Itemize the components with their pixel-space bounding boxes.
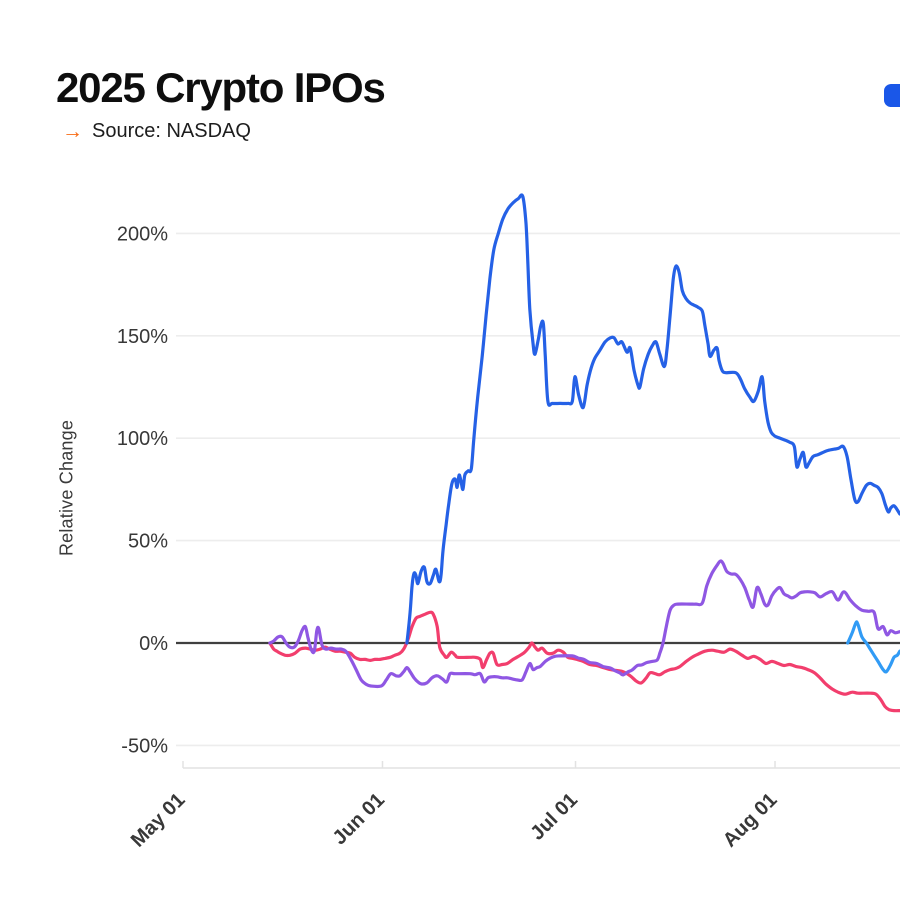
legend-swatch-blue[interactable]: [884, 84, 900, 107]
x-tick-label: Aug 01: [719, 789, 782, 852]
y-tick-label: 100%: [117, 428, 168, 450]
source-text: Source: NASDAQ: [92, 120, 251, 142]
x-tick-label: Jul 01: [526, 789, 582, 845]
y-tick-label: -50%: [121, 735, 168, 757]
y-tick-label: 200%: [117, 223, 168, 245]
blue-line: [405, 193, 900, 645]
y-axis-title: Relative Change: [56, 419, 77, 557]
y-tick-label: 50%: [128, 531, 168, 553]
source-line: → Source: NASDAQ: [62, 120, 251, 143]
x-tick-label: May 01: [127, 789, 190, 852]
y-tick-label: 0%: [139, 633, 168, 655]
light-blue-line: [846, 620, 900, 674]
purple-line: [268, 559, 900, 689]
x-tick-label: Jun 01: [329, 789, 389, 849]
y-tick-label: 150%: [117, 326, 168, 348]
arrow-right-icon: →: [62, 120, 83, 143]
page-title: 2025 Crypto IPOs: [56, 64, 386, 111]
legend: [884, 84, 900, 107]
pink-line: [268, 610, 900, 713]
